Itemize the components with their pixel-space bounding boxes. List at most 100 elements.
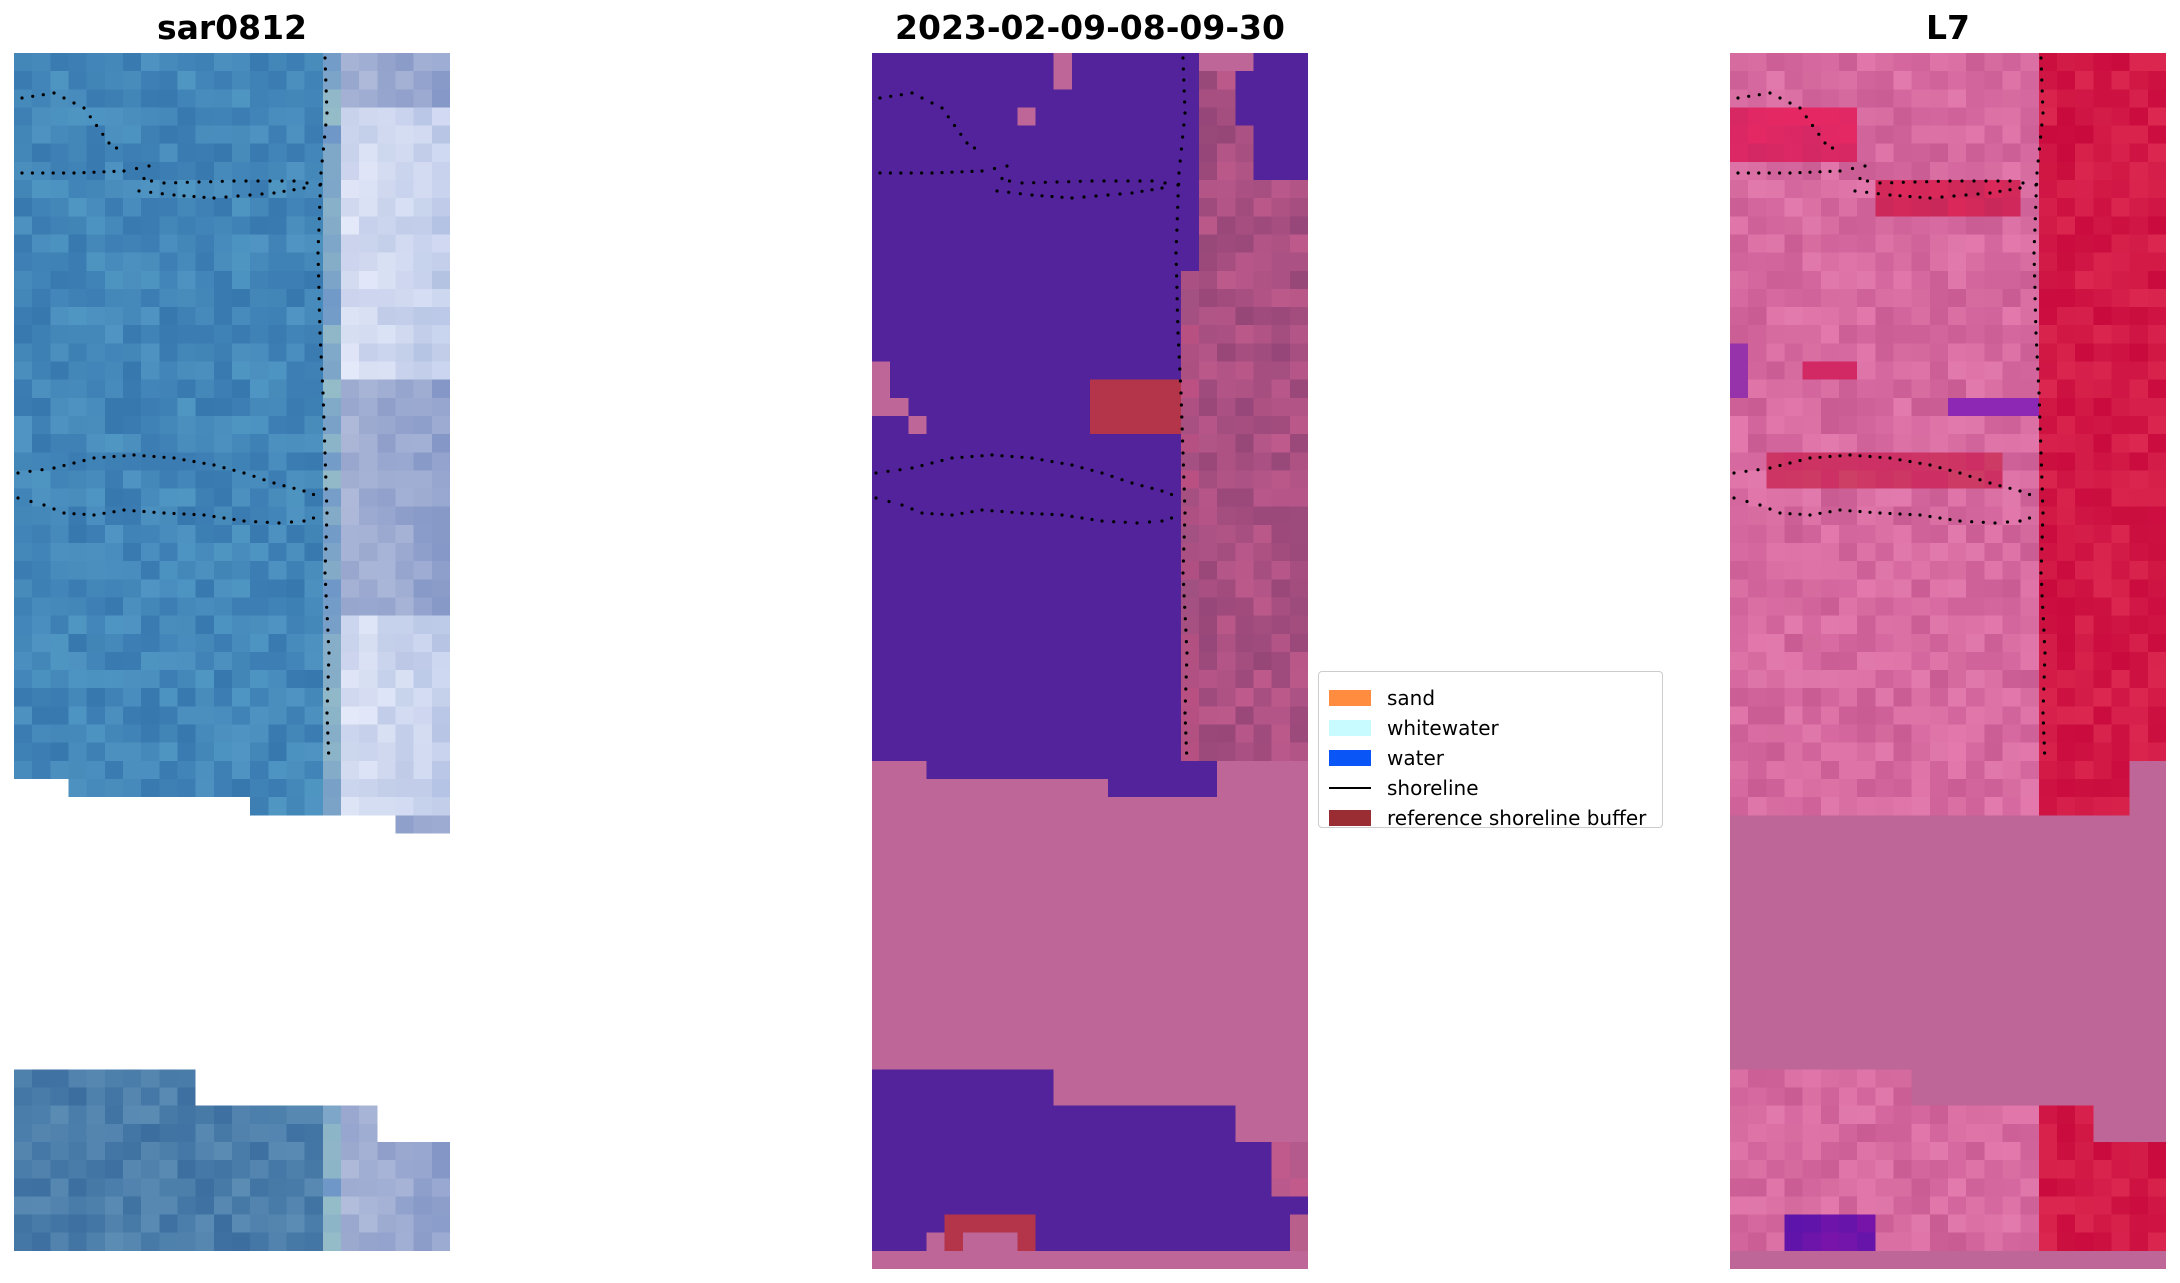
shoreline-point [28,469,32,473]
shoreline-point [1082,195,1086,199]
shoreline-point [1958,471,1962,475]
shoreline-point [1757,93,1761,97]
shoreline-point [42,503,46,507]
shoreline-point [1182,594,1186,598]
shoreline-point [2021,181,2025,185]
shoreline-point [1181,67,1185,71]
shoreline-point [1032,181,1036,185]
shoreline-point [995,189,999,193]
shoreline-point [886,469,890,473]
shoreline-point [162,181,166,185]
shoreline-point [992,166,997,171]
shoreline-point [1180,415,1184,419]
shoreline-point [242,471,246,475]
shoreline-point [2039,463,2043,467]
shoreline-point [878,96,882,100]
shoreline-point [292,188,296,192]
shoreline-point [1804,115,1808,119]
shoreline-point [325,100,329,104]
shoreline-point [1020,511,1024,515]
shoreline-point [1110,474,1114,478]
shoreline-point [1898,458,1902,462]
classification-image [872,53,1308,1269]
shoreline-point [1183,617,1187,621]
shoreline-point [326,687,330,691]
shoreline-point [1183,511,1187,515]
shoreline-point [305,181,309,185]
shoreline-point [1970,520,1974,524]
shoreline-point [318,183,322,187]
shoreline-point [265,520,269,524]
shoreline-point [52,507,56,511]
shoreline-point [112,169,116,173]
shoreline-point [960,170,964,174]
shoreline-point [147,164,151,168]
shoreline-point [1756,468,1760,472]
shoreline-point [2033,285,2037,289]
shoreline-point [1169,516,1174,520]
shoreline-point [222,466,226,470]
shoreline-point [1858,454,1862,458]
shoreline-point [1968,474,1972,478]
shoreline-point [1858,509,1862,514]
shoreline-point [2035,343,2039,347]
shoreline-point [327,751,331,755]
shoreline-point [1808,170,1812,174]
shoreline-point [324,78,328,82]
shoreline-point [31,94,35,98]
shoreline-point [970,454,974,459]
shoreline-point [318,320,322,324]
shoreline-point [1181,439,1185,443]
shoreline-point [212,463,216,467]
shoreline-point [62,96,66,100]
shoreline-point [1010,454,1014,459]
classification-panel [872,53,1308,1269]
shoreline-point [1888,193,1892,197]
shoreline-point [899,93,903,97]
shoreline-point [1176,194,1180,198]
shoreline-point [2008,486,2012,490]
shoreline-point [930,461,934,465]
shoreline-point [1175,217,1179,221]
shoreline-point [220,179,224,183]
panel-title-rgb: sar0812 [156,8,308,47]
shoreline-point [2008,179,2012,183]
shoreline-point [1010,510,1014,514]
shoreline-point [2027,516,2032,520]
shoreline-point [1938,466,1942,470]
shoreline-point [1810,123,1815,128]
shoreline-point [1863,164,1867,168]
shoreline-point [72,171,76,175]
shoreline-point [1183,699,1187,703]
shoreline-point [1175,274,1179,278]
shoreline-point [1988,481,1992,485]
shoreline-point [920,96,924,100]
shoreline-point [1147,520,1152,524]
shoreline-point [1000,454,1004,458]
shoreline-point [1868,454,1872,459]
shoreline-point [2034,320,2038,324]
shoreline-point [1185,663,1189,667]
shoreline-point [323,439,327,443]
shoreline-point [1020,181,1024,185]
shoreline-point [2037,403,2041,407]
shoreline-point [318,331,322,335]
shoreline-point [248,193,252,197]
shoreline-point [920,511,924,515]
shoreline-point [1050,459,1054,464]
shoreline-point [910,507,914,511]
shoreline-point [202,195,206,199]
shoreline-point [160,192,164,196]
shoreline-point [980,169,984,173]
shoreline-point [1988,191,1992,195]
rgb-image-panel [14,53,450,1269]
shoreline-point [930,512,934,516]
shoreline-point [102,455,106,459]
shoreline-point [960,511,964,515]
shoreline-point [1901,180,1905,184]
shoreline-point [137,189,141,193]
shoreline-point [874,471,878,475]
shoreline-point [2036,379,2040,383]
shoreline-point [965,141,969,145]
shoreline-point [321,391,325,395]
